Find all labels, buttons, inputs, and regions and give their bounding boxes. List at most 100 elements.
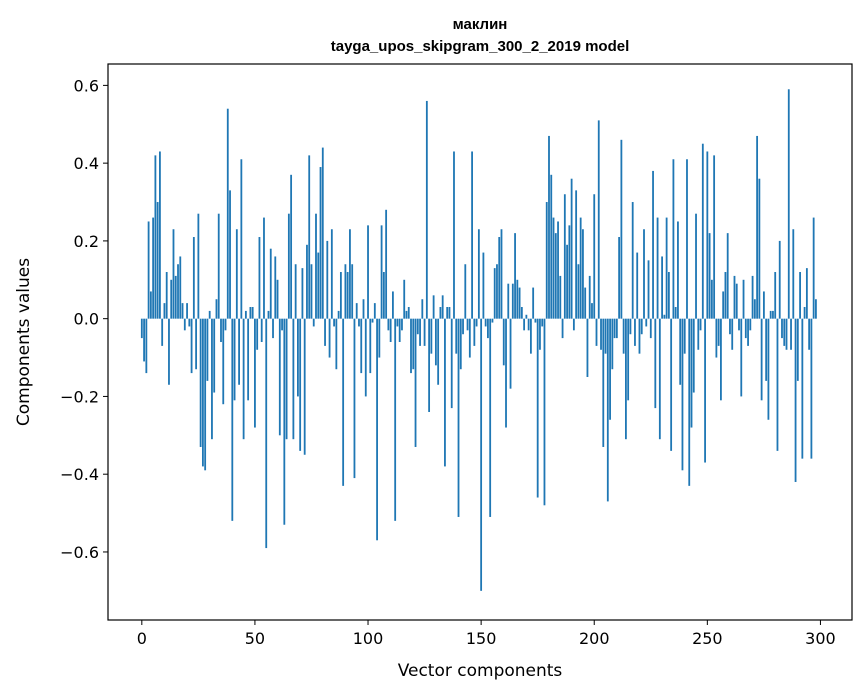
bar [665, 217, 668, 319]
bar [697, 318, 700, 350]
bar [484, 318, 487, 327]
bar [258, 237, 261, 319]
bar [405, 310, 408, 319]
bar [575, 190, 578, 319]
bar [308, 155, 311, 319]
bar [543, 318, 546, 506]
bar [265, 318, 268, 549]
bar [423, 318, 426, 346]
bar [577, 264, 580, 319]
bar [765, 318, 768, 381]
bar [713, 155, 716, 319]
bar [299, 318, 302, 451]
bar [177, 264, 179, 319]
bar [468, 318, 471, 358]
bar [781, 318, 783, 339]
bar [812, 217, 815, 319]
bar [290, 174, 293, 319]
bar [500, 229, 503, 319]
bar [751, 275, 754, 319]
bar [242, 318, 245, 440]
bar [278, 318, 281, 436]
bar [502, 318, 505, 366]
bar [358, 318, 360, 327]
bar [351, 264, 354, 319]
bar [145, 318, 148, 374]
bar [154, 155, 157, 319]
bar [738, 318, 740, 331]
bar [557, 221, 559, 319]
bar [498, 237, 501, 319]
bar [165, 272, 168, 319]
bar [643, 229, 645, 319]
bar [733, 275, 736, 319]
bar [324, 318, 326, 346]
bar [475, 318, 478, 327]
bar [362, 299, 365, 319]
bar [186, 303, 188, 319]
x-axis-label: Vector components [398, 661, 563, 681]
bar [192, 237, 195, 319]
bar [701, 143, 704, 319]
bar [801, 318, 804, 459]
bar [179, 256, 182, 319]
bar [783, 318, 786, 346]
bar [593, 194, 596, 319]
bar [385, 209, 388, 319]
bar [233, 318, 236, 401]
bar [692, 318, 695, 393]
bar [414, 318, 417, 447]
bar [518, 287, 521, 319]
bar [149, 291, 152, 319]
bar [226, 108, 229, 319]
bar [749, 318, 752, 331]
y-tick-label: −0.6 [60, 543, 99, 562]
bar [742, 279, 745, 319]
bar [416, 318, 419, 335]
bar [369, 318, 372, 374]
bar [328, 318, 331, 358]
bar [545, 202, 548, 319]
bar [681, 318, 684, 471]
bar [760, 318, 763, 401]
bar [756, 135, 759, 319]
bar [790, 318, 792, 350]
bar [534, 318, 537, 323]
y-tick-label: −0.4 [60, 465, 99, 484]
bar [810, 318, 813, 459]
bar [516, 279, 519, 319]
bar [667, 272, 670, 319]
bar [213, 318, 216, 393]
bar [559, 275, 562, 319]
bar [511, 283, 514, 319]
bar [459, 318, 462, 370]
bar [215, 299, 218, 319]
bar [744, 318, 747, 339]
bar [396, 318, 399, 327]
bar [410, 318, 412, 374]
bar [222, 318, 225, 405]
bar [337, 310, 340, 319]
bar [597, 120, 600, 319]
bar [330, 229, 333, 319]
bar [550, 174, 553, 319]
bar [482, 252, 485, 319]
bar [462, 318, 464, 335]
bar [710, 279, 713, 319]
x-tick-label: 0 [137, 629, 147, 648]
bar [387, 318, 390, 331]
bar [715, 318, 718, 358]
bar [195, 318, 198, 370]
bar [389, 318, 392, 342]
bar [254, 318, 256, 428]
bar [636, 252, 639, 319]
bar [625, 318, 627, 440]
bar [604, 318, 607, 354]
bar [471, 151, 473, 319]
bar [566, 244, 568, 319]
bar [611, 318, 614, 370]
bar [344, 264, 347, 319]
bar [514, 233, 516, 319]
bar [552, 217, 555, 319]
